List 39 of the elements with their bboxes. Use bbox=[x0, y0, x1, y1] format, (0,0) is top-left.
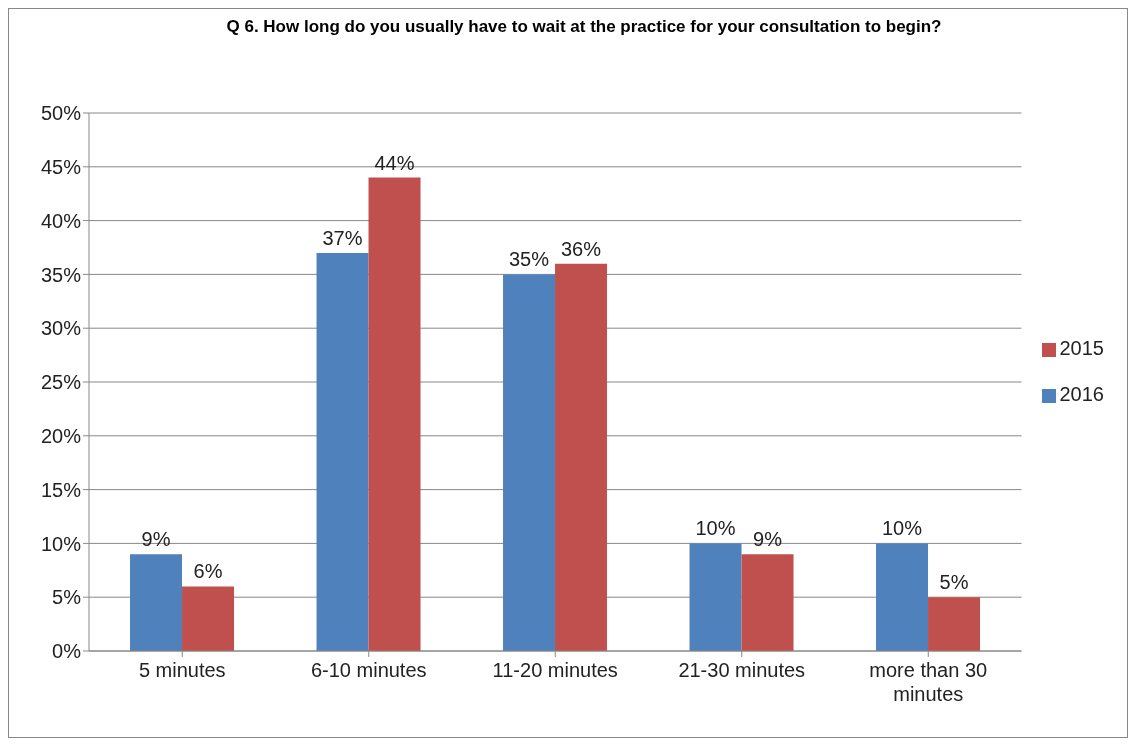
data-label: 9% bbox=[141, 528, 171, 551]
data-label: 44% bbox=[374, 151, 415, 174]
y-tick-label: 45% bbox=[40, 155, 82, 178]
bar bbox=[741, 554, 794, 651]
x-tick-label: 11-20 minutes bbox=[492, 659, 618, 681]
bar bbox=[368, 177, 421, 651]
data-label: 35% bbox=[509, 248, 550, 271]
x-tick-label: 6-10 minutes bbox=[310, 659, 427, 681]
data-label: 10% bbox=[882, 517, 923, 540]
y-tick-label: 20% bbox=[40, 424, 82, 447]
y-tick-label: 5% bbox=[52, 586, 82, 609]
y-tick-label: 30% bbox=[40, 317, 82, 340]
data-label: 5% bbox=[939, 571, 969, 594]
bar bbox=[503, 274, 556, 651]
y-tick-label: 15% bbox=[40, 478, 82, 501]
y-tick-label: 10% bbox=[40, 532, 82, 555]
bar bbox=[316, 252, 369, 651]
data-label: 36% bbox=[561, 237, 602, 260]
bar bbox=[182, 586, 235, 651]
bar bbox=[555, 263, 608, 651]
bar bbox=[689, 543, 742, 651]
bar bbox=[928, 597, 981, 651]
data-label: 10% bbox=[695, 517, 736, 540]
y-tick-label: 35% bbox=[40, 263, 82, 286]
data-label: 37% bbox=[322, 226, 363, 249]
y-tick-label: 50% bbox=[40, 102, 82, 125]
y-tick-label: 25% bbox=[40, 371, 82, 394]
y-tick-label: 40% bbox=[40, 209, 82, 232]
x-tick-label: 5 minutes bbox=[138, 659, 226, 681]
legend-label: 2016 bbox=[1059, 383, 1104, 405]
legend-label: 2015 bbox=[1059, 337, 1104, 359]
data-label: 6% bbox=[193, 560, 223, 583]
y-tick-label: 0% bbox=[52, 640, 82, 663]
chart-title: Q 6. How long do you usually have to wait at the practice for your consultation to begin? bbox=[225, 17, 943, 37]
x-tick-label: more than 30 minutes bbox=[869, 659, 988, 705]
x-tick-label: 21-30 minutes bbox=[678, 659, 806, 681]
bar bbox=[876, 543, 929, 651]
data-label: 9% bbox=[753, 528, 783, 551]
bar bbox=[130, 554, 183, 651]
